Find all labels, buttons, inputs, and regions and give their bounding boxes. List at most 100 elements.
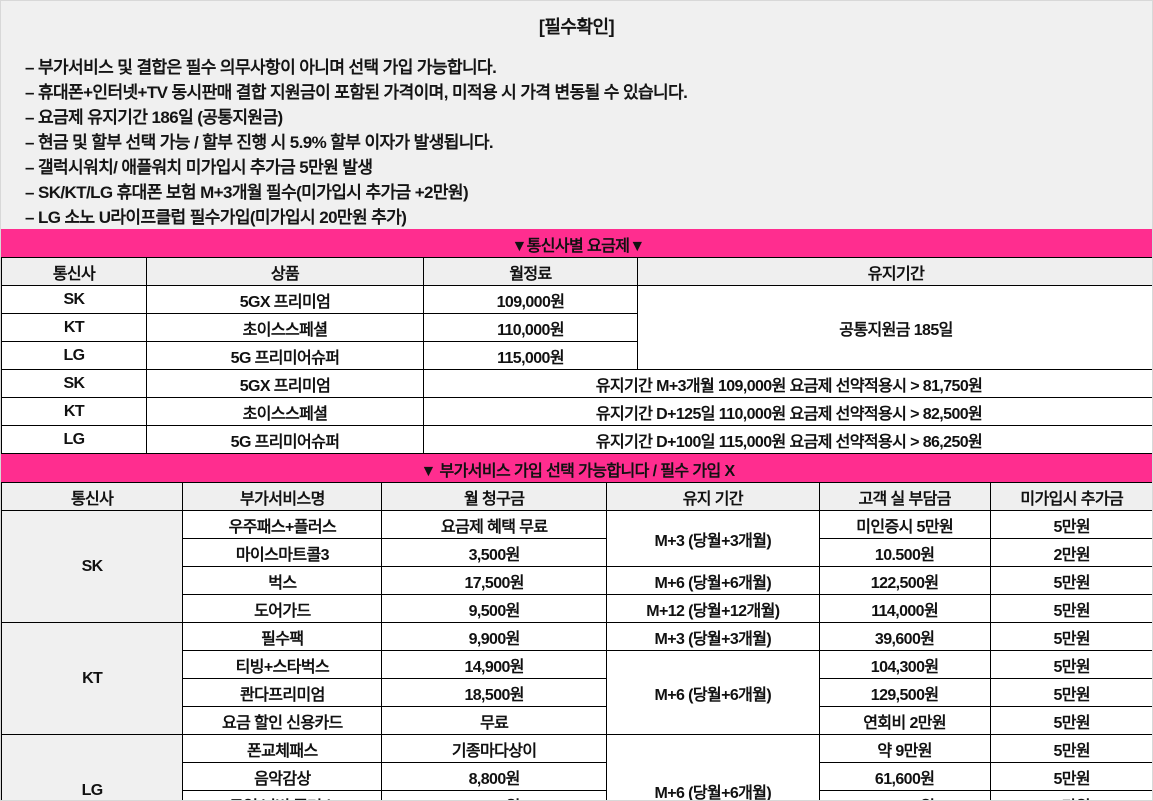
table-row: KT 초이스스페셜 유지기간 D+125일 110,000원 요금제 선약적용시… [1,397,1152,426]
addon-period: M+12 (당월+12개월) [605,594,820,623]
addon-penalty: 5만원 [989,734,1152,763]
addon-actual: 미인증시 5만원 [818,510,991,539]
addon-name: 마이스마트콜3 [182,538,383,567]
table-row: 듀얼 넘버 플러스 8,800원 61,600원 5만원 [2,790,1152,800]
addon-penalty: 5만원 [989,510,1152,539]
table-row: 요금 할인 신용카드 무료 연회비 2만원 5만원 [2,706,1152,735]
table-row: SK 5GX 프리미엄 유지기간 M+3개월 109,000원 요금제 선약적용… [1,369,1152,398]
notice-list: – 부가서비스 및 결합은 필수 의무사항이 아니며 선택 가입 가능합니다. … [1,55,1152,230]
plan-product: 5GX 프리미엄 [146,369,424,398]
plan-detail: 유지기간 M+3개월 109,000원 요금제 선약적용시 > 81,750원 [422,369,1152,398]
addon-fee: 8,800원 [381,762,607,791]
table-row: 마이스마트콜3 3,500원 10.500원 2만원 [2,538,1152,567]
addon-name: 우주패스+플러스 [182,510,383,539]
addon-actual: 약 9만원 [818,734,991,763]
addon-actual: 104,300원 [818,650,991,679]
plan-product: 5G 프리미어슈퍼 [146,425,424,454]
notice-line: – 현금 및 할부 선택 가능 / 할부 진행 시 5.9% 할부 이자가 발생… [25,133,494,152]
plan-merged-period: 공통지원금 185일 [636,285,1152,370]
addon-name: 벅스 [182,566,383,595]
plan-carrier: KT [1,313,147,342]
plan-band-title: ▼통신사별 요금제▼ [1,229,1152,258]
addon-penalty: 5만원 [989,678,1152,707]
addon-period: M+6 (당월+6개월) [605,650,820,735]
addon-fee: 9,900원 [381,622,607,651]
addon-fee: 9,500원 [381,594,607,623]
addon-penalty: 5만원 [989,706,1152,735]
addon-name: 필수팩 [182,622,383,651]
addon-carrier-sk: SK [1,510,184,623]
table-row: KT 필수팩 9,900원 M+3 (당월+3개월) 39,600원 5만원 [1,622,1152,735]
table-row: LG 5G 프리미어슈퍼 115,000원 [1,341,1153,370]
addon-fee: 기종마다상이 [381,734,607,763]
notice-line: – 요금제 유지기간 186일 (공통지원금) [25,108,283,127]
addon-fee: 요금제 혜택 무료 [381,510,607,539]
addon-name: 요금 할인 신용카드 [182,706,383,735]
addon-name: 콴다프리미엄 [182,678,383,707]
addon-penalty: 5만원 [989,566,1152,595]
table-row: KT 초이스스페셜 110,000원 [1,313,1153,342]
addon-actual: 39,600원 [818,622,991,651]
addon-penalty: 5만원 [989,594,1152,623]
addon-name: 듀얼 넘버 플러스 [182,790,383,800]
plan-fee: 115,000원 [423,341,638,370]
addon-name: 음악감상 [182,762,383,791]
notice-block: [필수확인] – 부가서비스 및 결합은 필수 의무사항이 아니며 선택 가입 … [1,1,1152,229]
addon-penalty: 2만원 [989,538,1152,567]
plan-col-product: 상품 [146,257,424,286]
notice-line: – SK/KT/LG 휴대폰 보험 M+3개월 필수(미가입시 추가금 +2만원… [25,183,469,202]
plan-col-carrier: 통신사 [1,257,147,286]
addon-period: M+6 (당월+6개월) [605,566,820,595]
addon-period: M+3 (당월+3개월) [605,622,820,651]
addon-actual: 61,600원 [818,762,991,791]
addon-col-penalty: 미가입시 추가금 [989,482,1152,511]
addon-col-period: 유지 기간 [605,482,820,511]
notice-line: – 휴대폰+인터넷+TV 동시판매 결합 지원금이 포함된 가격이며, 미적용 … [25,83,688,102]
addon-fee: 14,900원 [381,650,607,679]
addon-col-carrier: 통신사 [1,482,184,511]
addon-penalty: 5만원 [989,650,1152,679]
table-row: 벅스 17,500원 M+6 (당월+6개월) 122,500원 5만원 [2,566,1152,595]
addon-actual: 122,500원 [818,566,991,595]
table-row: 음악감상 8,800원 61,600원 5만원 [2,762,1152,791]
addon-name: 폰교체패스 [182,734,383,763]
table-row: 도어가드 9,500원 M+12 (당월+12개월) 114,000원 5만원 [2,594,1152,623]
plan-carrier: SK [1,285,147,314]
addon-carrier-lg: LG [1,734,184,800]
table-row: 티빙+스타벅스 14,900원 M+6 (당월+6개월) 104,300원 5만… [2,650,1152,735]
table-row: SK 우주패스+플러스 요금제 혜택 무료 M+3 (당월+3개월) 미인증시 … [1,510,1152,623]
addon-actual: 연회비 2만원 [818,706,991,735]
addon-actual: 129,500원 [818,678,991,707]
addon-col-actual: 고객 실 부담금 [818,482,991,511]
plan-fee: 109,000원 [423,285,638,314]
plan-carrier: KT [1,397,147,426]
plan-table: ▼통신사별 요금제▼ 통신사 상품 월정료 유지기간 SK 5GX 프리미엄 1… [1,229,1153,454]
plan-product: 5GX 프리미엄 [146,285,424,314]
addon-band-row: ▼ 부가서비스 가입 선택 가능합니다 / 필수 가입 X [1,454,1152,483]
notice-title: [필수확인] [538,17,615,37]
plan-product: 초이스스페셜 [146,397,424,426]
addon-actual: 61,600원 [818,790,991,800]
plan-carrier: LG [1,341,147,370]
addon-penalty: 5만원 [989,762,1152,791]
plan-band-row: ▼통신사별 요금제▼ [1,229,1152,258]
plan-product: 초이스스페셜 [146,313,424,342]
addon-period: M+6 (당월+6개월) [605,734,820,800]
addon-period: M+3 (당월+3개월) [605,510,820,567]
addon-fee: 18,500원 [381,678,607,707]
plan-header-row: 통신사 상품 월정료 유지기간 [1,257,1152,286]
addon-band-title: ▼ 부가서비스 가입 선택 가능합니다 / 필수 가입 X [1,454,1152,483]
plan-fee: 110,000원 [423,313,638,342]
addon-name: 티빙+스타벅스 [182,650,383,679]
addon-col-name: 부가서비스명 [182,482,383,511]
notice-line: – LG 소노 U라이프클럽 필수가입(미가입시 20만원 추가) [25,208,407,227]
table-row: 콴다프리미엄 18,500원 129,500원 5만원 [2,678,1152,707]
table-row: LG 5G 프리미어슈퍼 유지기간 D+100일 115,000원 요금제 선약… [1,425,1152,454]
table-row: LG 폰교체패스 기종마다상이 M+6 (당월+6개월) 약 9만원 5만원 [1,734,1152,800]
addon-actual: 114,000원 [818,594,991,623]
addon-fee: 8,800원 [381,790,607,800]
plan-col-period: 유지기간 [636,257,1152,286]
addon-fee: 17,500원 [381,566,607,595]
plan-product: 5G 프리미어슈퍼 [146,341,424,370]
